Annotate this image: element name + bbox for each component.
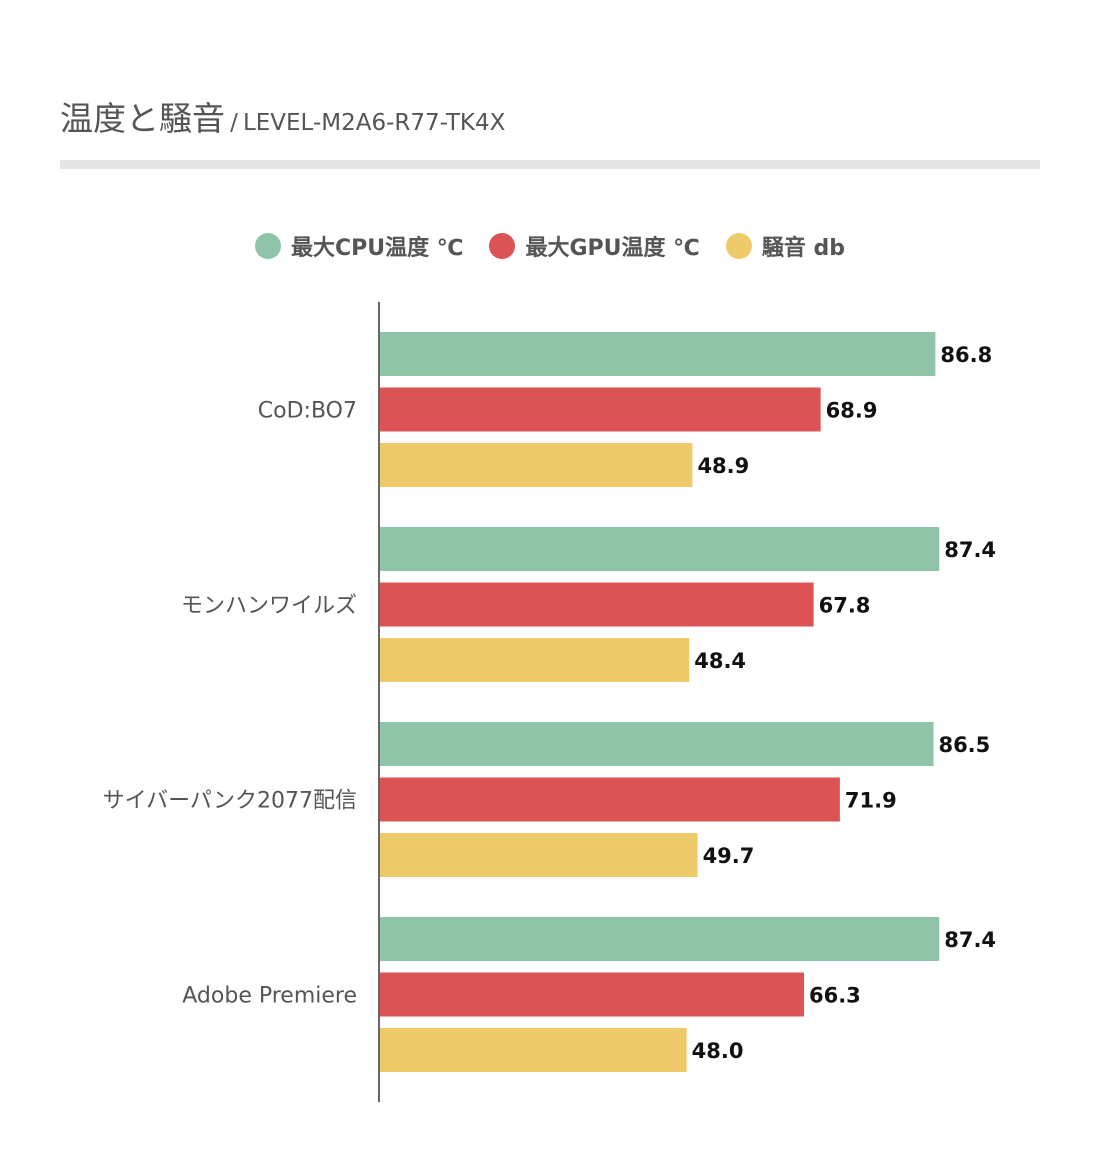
legend-label-cpu: 最大CPU温度 ℃ bbox=[291, 236, 464, 261]
category-label: サイバーパンク2077配信 bbox=[103, 789, 357, 814]
title-main: 温度と騒音 bbox=[60, 99, 225, 138]
legend-label-noise: 騒音 db bbox=[761, 236, 845, 261]
bar bbox=[379, 777, 840, 822]
legend-swatch-noise bbox=[725, 233, 752, 259]
data-label: 48.4 bbox=[694, 649, 746, 673]
legend: 最大CPU温度 ℃ 最大GPU温度 ℃ 騒音 db bbox=[0, 230, 1100, 262]
data-label: 87.4 bbox=[944, 538, 996, 562]
bar bbox=[379, 443, 693, 487]
category-label: モンハンワイルズ bbox=[181, 594, 357, 619]
data-label: 86.5 bbox=[938, 733, 990, 757]
bar bbox=[379, 722, 934, 766]
legend-label-gpu: 最大GPU温度 ℃ bbox=[525, 236, 700, 261]
bar bbox=[379, 833, 698, 877]
title-divider bbox=[60, 160, 1040, 169]
data-label: 67.8 bbox=[819, 594, 871, 618]
legend-swatch-gpu bbox=[489, 233, 516, 259]
bar bbox=[379, 387, 821, 432]
bar bbox=[379, 582, 814, 627]
data-label: 86.8 bbox=[940, 343, 992, 367]
legend-item-noise: 騒音 db bbox=[725, 230, 845, 262]
title-separator: / bbox=[230, 110, 238, 136]
data-label: 87.4 bbox=[944, 928, 996, 952]
bar bbox=[379, 527, 940, 571]
legend-item-gpu: 最大GPU温度 ℃ bbox=[489, 230, 700, 262]
legend-swatch-cpu bbox=[255, 233, 282, 259]
data-label: 68.9 bbox=[826, 399, 878, 423]
data-label: 71.9 bbox=[845, 789, 897, 813]
bar bbox=[379, 917, 940, 961]
data-label: 66.3 bbox=[809, 984, 861, 1008]
data-label: 49.7 bbox=[703, 844, 755, 868]
data-label: 48.0 bbox=[692, 1039, 744, 1063]
chart-title: 温度と騒音 / LEVEL-M2A6-R77-TK4X bbox=[60, 92, 505, 140]
bar bbox=[379, 332, 936, 376]
category-label: CoD:BO7 bbox=[258, 399, 357, 424]
data-label: 48.9 bbox=[697, 454, 749, 478]
category-label: Adobe Premiere bbox=[182, 984, 357, 1009]
bar bbox=[379, 1028, 687, 1072]
legend-item-cpu: 最大CPU温度 ℃ bbox=[255, 230, 463, 262]
title-sub: LEVEL-M2A6-R77-TK4X bbox=[242, 110, 506, 136]
bar bbox=[379, 972, 804, 1017]
bar bbox=[379, 638, 690, 682]
